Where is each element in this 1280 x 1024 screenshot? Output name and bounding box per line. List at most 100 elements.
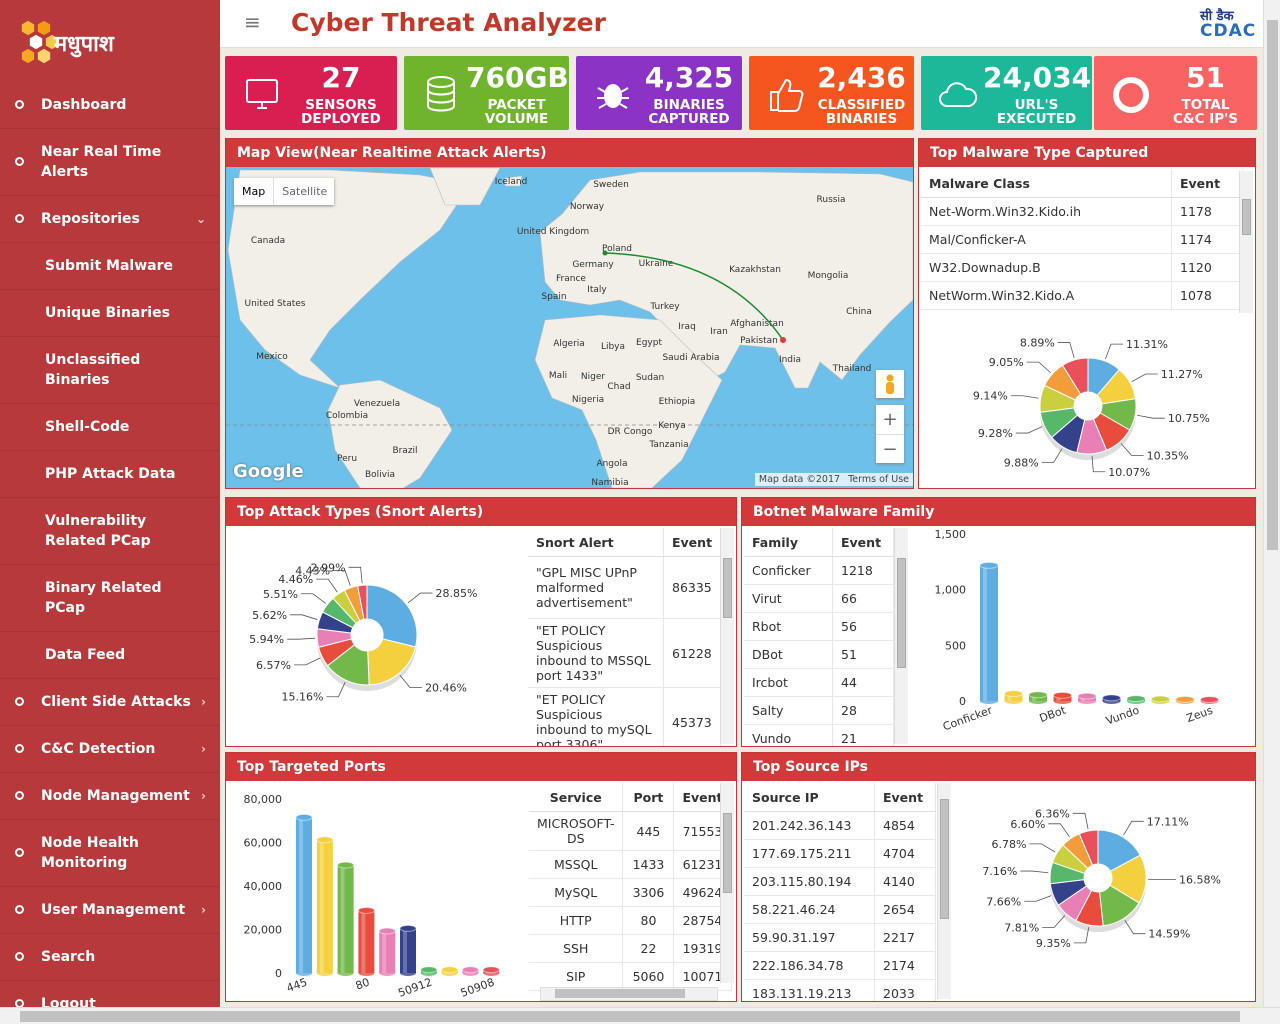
stat-label: BINARIES CAPTURED bbox=[648, 97, 730, 127]
menu-item[interactable]: Node Management › bbox=[0, 773, 220, 820]
data-table: Family Event Conficker 1218 Virut 66 Rbot 56 DBo… bbox=[744, 528, 894, 746]
submenu-item[interactable]: Data Feed bbox=[0, 632, 220, 679]
scrollbar[interactable] bbox=[937, 783, 951, 999]
zoom-button[interactable]: + bbox=[882, 409, 898, 430]
table-cell: 201.242.36.143 bbox=[744, 811, 875, 840]
menu-item[interactable]: C&C Detection › bbox=[0, 726, 220, 773]
scrollbar[interactable] bbox=[894, 528, 908, 744]
leader-line bbox=[1105, 343, 1123, 360]
scroll-thumb[interactable] bbox=[1267, 20, 1278, 550]
menu-item[interactable]: Search bbox=[0, 934, 220, 981]
submenu-item[interactable]: Unclassified Binaries bbox=[0, 337, 220, 404]
country-label: Germany bbox=[572, 260, 614, 270]
scroll-thumb[interactable] bbox=[897, 558, 906, 668]
table-cell: 2174 bbox=[874, 951, 936, 980]
x-tick-label: 50912 bbox=[396, 976, 433, 1000]
menu-label: Dashboard bbox=[41, 97, 127, 113]
country-label: Thailand bbox=[832, 364, 872, 374]
bar bbox=[400, 928, 416, 973]
stat-label: URL'S EXECUTED bbox=[996, 97, 1077, 127]
scroll-thumb[interactable] bbox=[1242, 199, 1251, 235]
y-tick-label: 40,000 bbox=[244, 880, 283, 893]
table-cell: 183.131.19.213 bbox=[744, 979, 875, 1001]
table-cell: 22 bbox=[622, 934, 675, 963]
scrollbar[interactable] bbox=[720, 528, 734, 744]
map-attribution: Map data ©2017 Terms of Use bbox=[754, 473, 913, 486]
menu-item[interactable]: Near Real Time Alerts bbox=[0, 129, 220, 196]
country-label: Brazil bbox=[392, 446, 417, 456]
panel-title: Top Malware Type Captured bbox=[919, 139, 1255, 167]
window-scrollbar[interactable] bbox=[0, 1007, 1280, 1024]
bar-top bbox=[1028, 691, 1048, 699]
icon-part bbox=[604, 84, 622, 108]
submenu-label: Unique Binaries bbox=[45, 305, 170, 321]
scroll-thumb[interactable] bbox=[723, 813, 732, 893]
stat-icon bbox=[597, 84, 629, 109]
panel-title: Top Targeted Ports bbox=[226, 753, 736, 781]
stat-icon bbox=[939, 82, 978, 107]
menu-label: Near Real Time Alerts bbox=[41, 144, 162, 180]
slice-label: 5.62% bbox=[252, 609, 287, 622]
country-label: Ethiopia bbox=[659, 397, 696, 407]
bar bbox=[1004, 693, 1023, 701]
pegman-icon bbox=[886, 374, 894, 394]
slice-label: 6.57% bbox=[256, 659, 291, 672]
slice-label: 6.60% bbox=[1010, 818, 1045, 831]
column-header: Event bbox=[1171, 169, 1243, 198]
submenu-item[interactable]: Binary Related PCap bbox=[0, 565, 220, 632]
table-row: W32.Downadup.B 1120 bbox=[921, 253, 1243, 282]
zoom-button[interactable]: − bbox=[876, 434, 904, 464]
submenu-item[interactable]: Unique Binaries bbox=[0, 290, 220, 337]
table-header-row: Malware Class Event bbox=[921, 169, 1243, 198]
table-header-row: Family Event bbox=[744, 528, 894, 557]
table-header-row: Source IP Event bbox=[744, 783, 936, 812]
table-cell: 1218 bbox=[832, 556, 894, 585]
chevron-right: › bbox=[201, 903, 206, 917]
org-logo-bottom: CDAC bbox=[1200, 21, 1257, 41]
icon-part bbox=[257, 102, 267, 109]
table-row: 201.242.36.143 4854 bbox=[744, 811, 936, 840]
menu-item[interactable]: Node Health Monitoring bbox=[0, 820, 220, 887]
landmass bbox=[429, 167, 501, 206]
bar-top bbox=[337, 861, 355, 869]
scrollbar[interactable] bbox=[1239, 171, 1253, 313]
scroll-thumb[interactable] bbox=[20, 1011, 1240, 1022]
chevron-right: › bbox=[201, 742, 206, 756]
terms-link[interactable]: Terms of Use bbox=[848, 474, 909, 485]
table-cell: MICROSOFT-DS bbox=[529, 811, 624, 851]
bar-top bbox=[316, 836, 334, 844]
bar-top bbox=[1126, 695, 1146, 703]
window-scrollbar[interactable] bbox=[1263, 0, 1280, 1007]
data-table: Service Port Event MICROSOFT-DS 445 71553 MSSQ… bbox=[529, 783, 732, 991]
menu-icon bbox=[15, 952, 24, 961]
menu-item[interactable]: Dashboard bbox=[0, 82, 220, 129]
scroll-thumb[interactable] bbox=[940, 799, 949, 919]
menu-toggle[interactable]: ≡ bbox=[244, 10, 261, 34]
panel-body: 0 20,000 40,000 60,000 80,000 445 80 50912 50908… bbox=[226, 781, 736, 1001]
country-label: Iraq bbox=[678, 322, 696, 332]
scroll-thumb[interactable] bbox=[723, 558, 732, 618]
table-row: MICROSOFT-DS 445 71553 bbox=[529, 811, 732, 851]
submenu-item[interactable]: PHP Attack Data bbox=[0, 451, 220, 498]
icon-part bbox=[427, 76, 455, 88]
scroll-thumb[interactable] bbox=[555, 989, 685, 998]
menu-item[interactable]: Repositories ⌄ bbox=[0, 196, 220, 243]
submenu-label: Submit Malware bbox=[45, 258, 173, 274]
submenu-label: Data Feed bbox=[45, 647, 126, 663]
map-type-button[interactable]: Satellite bbox=[273, 178, 335, 205]
country-label: Iceland bbox=[495, 177, 528, 187]
submenu-item[interactable]: Vulnerability Related PCap bbox=[0, 498, 220, 565]
scrollbar[interactable] bbox=[540, 987, 718, 1001]
submenu-item[interactable]: Submit Malware bbox=[0, 243, 220, 290]
scrollbar[interactable] bbox=[720, 783, 734, 983]
landmass bbox=[534, 314, 723, 488]
country-label: Angola bbox=[596, 459, 627, 469]
map-type-button[interactable]: Map bbox=[242, 185, 266, 198]
stat-value: 24,034 bbox=[983, 61, 1092, 94]
attack-donut: 28.85% 20.46% 15.16% 6.57% 5.94% 5.62% 5.51% 4.… bbox=[249, 561, 477, 703]
table-cell: MSSQL bbox=[529, 850, 624, 879]
submenu-item[interactable]: Shell-Code bbox=[0, 404, 220, 451]
menu-item[interactable]: Client Side Attacks › bbox=[0, 679, 220, 726]
menu-item[interactable]: User Management › bbox=[0, 887, 220, 934]
x-tick-label: Conficker bbox=[941, 703, 994, 733]
